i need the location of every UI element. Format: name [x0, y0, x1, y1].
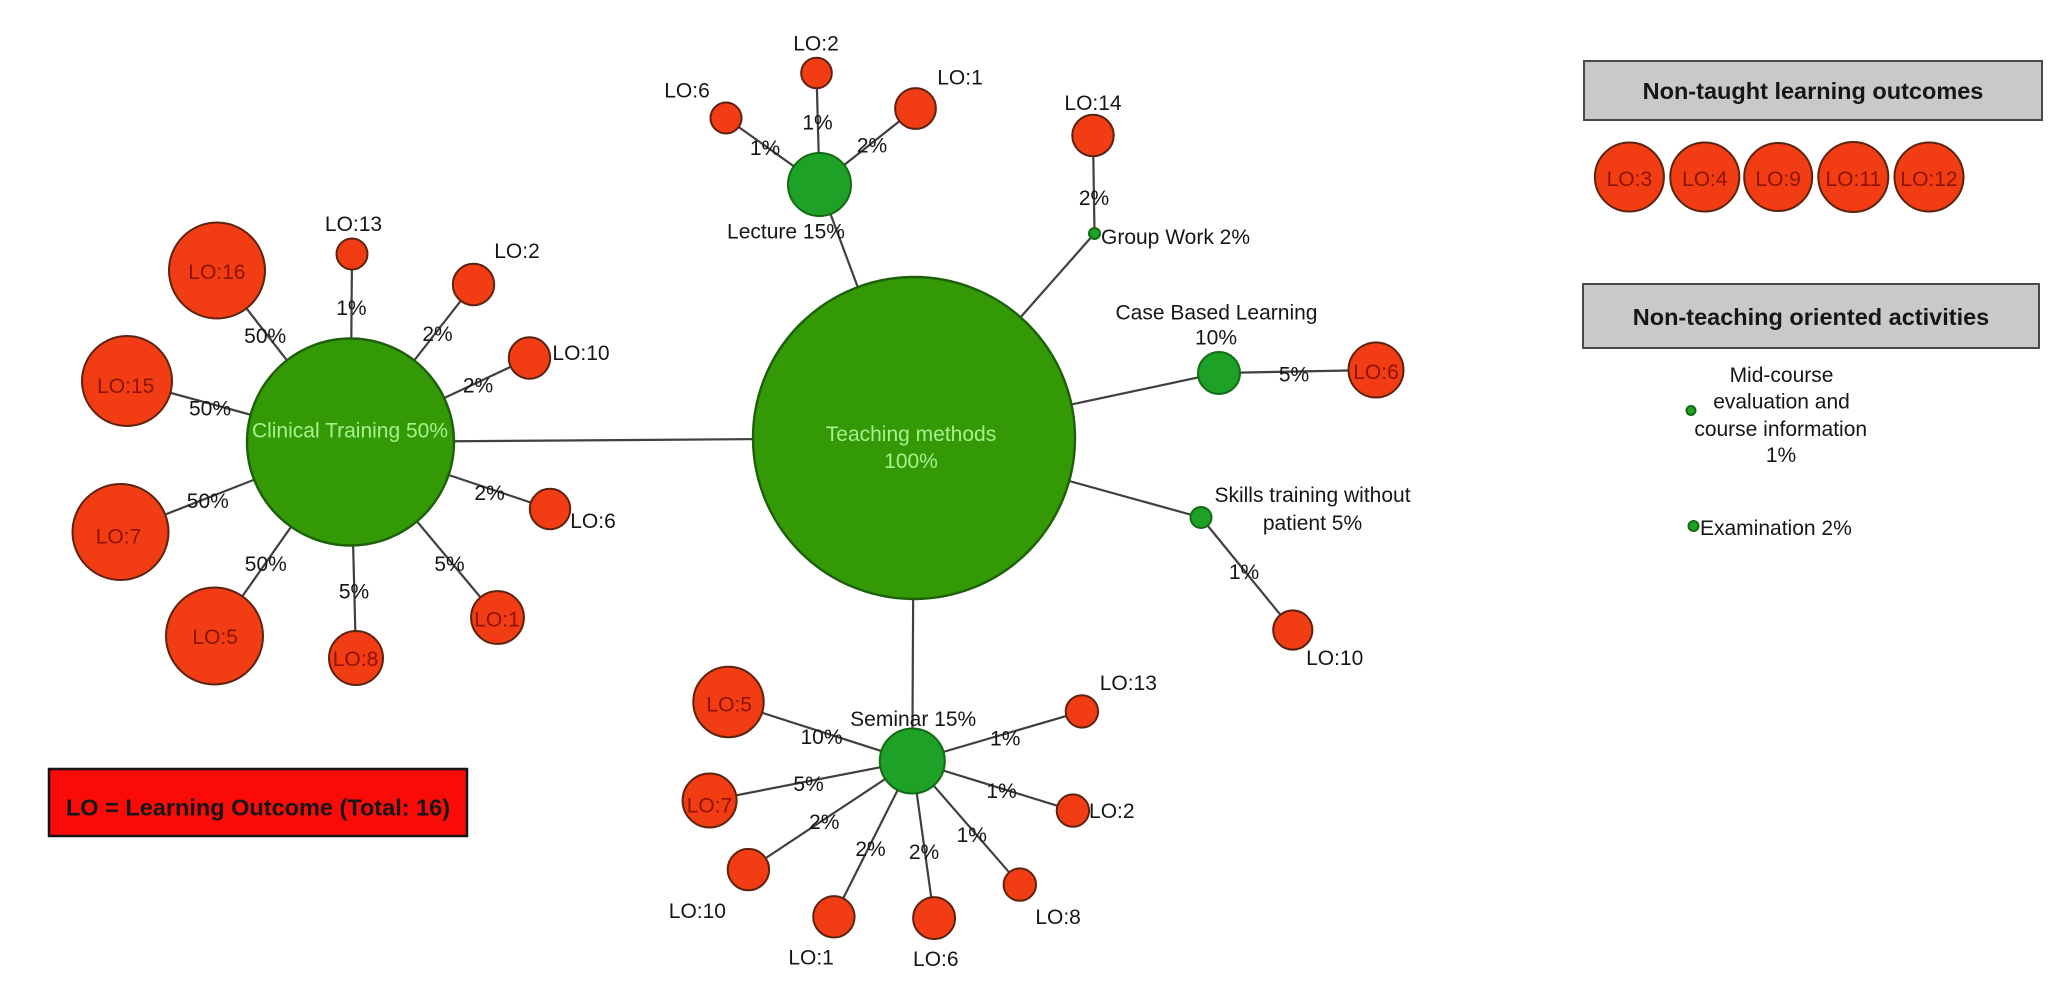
svg-text:5%: 5%	[793, 773, 823, 796]
svg-text:Seminar 15%: Seminar 15%	[850, 708, 976, 731]
svg-text:5%: 5%	[434, 553, 464, 576]
svg-text:LO = Learning Outcome (Total:: LO = Learning Outcome (Total: 16)	[66, 795, 450, 821]
svg-text:Group Work 2%: Group Work 2%	[1101, 226, 1250, 249]
svg-text:LO:2: LO:2	[793, 33, 839, 56]
svg-text:Non-taught learning outcomes: Non-taught learning outcomes	[1643, 78, 1984, 104]
svg-text:2%: 2%	[422, 323, 452, 346]
svg-text:LO:2: LO:2	[1089, 800, 1135, 823]
svg-text:LO:16: LO:16	[188, 261, 245, 284]
svg-text:50%: 50%	[187, 490, 229, 513]
svg-text:LO:1: LO:1	[937, 67, 983, 90]
svg-text:LO:10: LO:10	[552, 342, 609, 365]
svg-text:LO:6: LO:6	[570, 510, 616, 533]
svg-text:LO:1: LO:1	[474, 609, 520, 632]
svg-text:2%: 2%	[909, 841, 939, 864]
svg-text:Examination 2%: Examination 2%	[1700, 517, 1852, 540]
svg-text:Non-teaching oriented activiti: Non-teaching oriented activities	[1633, 304, 1989, 330]
svg-text:10%: 10%	[800, 726, 842, 749]
svg-text:2%: 2%	[809, 811, 839, 834]
svg-text:1%: 1%	[1766, 444, 1796, 467]
svg-text:1%: 1%	[802, 112, 832, 135]
svg-text:LO:8: LO:8	[1035, 906, 1081, 929]
svg-text:course information: course information	[1694, 418, 1867, 441]
svg-text:10%: 10%	[1195, 327, 1237, 350]
svg-text:1%: 1%	[336, 297, 366, 320]
svg-text:1%: 1%	[957, 824, 987, 847]
svg-text:1%: 1%	[986, 780, 1016, 803]
svg-text:Skills training without: Skills training without	[1214, 484, 1410, 507]
svg-text:LO:1: LO:1	[788, 947, 834, 970]
svg-text:100%: 100%	[884, 450, 938, 473]
svg-text:LO:15: LO:15	[97, 375, 154, 398]
svg-text:1%: 1%	[990, 728, 1020, 751]
svg-text:LO:5: LO:5	[706, 694, 752, 717]
svg-text:50%: 50%	[245, 553, 287, 576]
svg-text:Mid-course: Mid-course	[1730, 364, 1834, 387]
svg-text:LO:5: LO:5	[192, 626, 238, 649]
svg-text:LO:6: LO:6	[913, 948, 959, 971]
svg-text:Lecture 15%: Lecture 15%	[727, 221, 845, 244]
svg-text:Teaching methods: Teaching methods	[826, 423, 996, 446]
svg-text:LO:7: LO:7	[96, 526, 142, 549]
svg-text:Clinical Training 50%: Clinical Training 50%	[252, 419, 448, 442]
svg-text:1%: 1%	[1229, 561, 1259, 584]
svg-text:LO:6: LO:6	[1353, 361, 1399, 384]
svg-text:50%: 50%	[189, 398, 231, 421]
svg-text:evaluation and: evaluation and	[1713, 391, 1850, 414]
svg-text:LO:9: LO:9	[1755, 168, 1801, 191]
svg-text:2%: 2%	[1079, 187, 1109, 210]
svg-text:LO:11: LO:11	[1825, 168, 1881, 191]
svg-text:50%: 50%	[244, 325, 286, 348]
svg-text:LO:14: LO:14	[1064, 92, 1122, 115]
svg-text:LO:4: LO:4	[1682, 168, 1728, 191]
svg-text:LO:10: LO:10	[669, 900, 726, 923]
svg-text:2%: 2%	[474, 482, 504, 505]
svg-text:1%: 1%	[750, 137, 780, 160]
svg-text:LO:3: LO:3	[1607, 168, 1653, 191]
svg-text:5%: 5%	[339, 581, 369, 604]
svg-text:LO:7: LO:7	[687, 795, 733, 818]
svg-text:LO:12: LO:12	[1900, 168, 1957, 191]
svg-text:LO:13: LO:13	[1100, 672, 1157, 695]
svg-text:LO:8: LO:8	[333, 648, 379, 671]
svg-text:patient 5%: patient 5%	[1263, 512, 1362, 535]
svg-text:LO:6: LO:6	[664, 80, 710, 103]
svg-text:5%: 5%	[1279, 363, 1309, 386]
svg-text:LO:13: LO:13	[325, 213, 382, 236]
svg-text:LO:10: LO:10	[1306, 647, 1363, 670]
svg-text:2%: 2%	[855, 838, 885, 861]
svg-text:2%: 2%	[463, 375, 493, 398]
svg-text:LO:2: LO:2	[494, 240, 540, 263]
svg-text:2%: 2%	[857, 135, 887, 158]
svg-text:Case Based Learning: Case Based Learning	[1116, 302, 1318, 325]
